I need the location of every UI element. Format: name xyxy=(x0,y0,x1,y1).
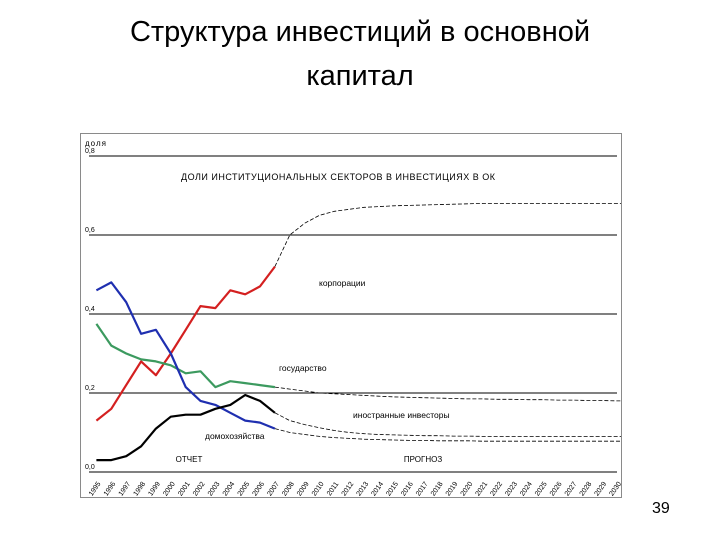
chart-frame: 0,0 0,2 0,4 0,6 0,8 доля ДОЛИ ИНСТИТУЦИОНАЛЬНЫ… xyxy=(80,133,622,498)
x-tick-label: 1997 xyxy=(118,481,133,497)
x-tick-label: 2013 xyxy=(356,481,371,497)
x-tick-label: 2002 xyxy=(192,481,207,497)
x-tick-label: 2019 xyxy=(445,481,460,497)
x-tick-label: 2009 xyxy=(296,481,311,497)
x-tick-label: 2017 xyxy=(415,481,430,497)
x-tick-label: 2012 xyxy=(341,481,356,497)
x-tick-label: 2011 xyxy=(326,481,340,497)
x-tick-label: 2006 xyxy=(251,481,266,497)
x-tick-label: 2021 xyxy=(475,481,490,497)
x-tick-label: 2016 xyxy=(400,481,415,497)
x-tick-label: 2015 xyxy=(385,481,400,497)
chart-title: ДОЛИ ИНСТИТУЦИОНАЛЬНЫХ СЕКТОРОВ В ИНВЕСТ… xyxy=(181,172,496,182)
x-tick-label: 2003 xyxy=(207,481,222,497)
corporations-forecast-line xyxy=(274,203,621,267)
y-axis-label: доля xyxy=(85,139,107,148)
x-tick-label: 2026 xyxy=(549,481,564,497)
y-tick-label: 0,0 xyxy=(85,464,95,471)
series-label-government: государство xyxy=(279,363,327,373)
y-tick-label: 0,2 xyxy=(85,385,95,392)
x-tick-label: 2014 xyxy=(370,481,385,497)
foreign-forecast-line xyxy=(274,428,621,442)
x-tick-label: 1998 xyxy=(132,481,147,497)
x-tick-label: 2027 xyxy=(564,481,579,497)
x-tick-label: 2029 xyxy=(594,481,609,497)
x-tick-label: 2024 xyxy=(519,481,534,497)
slide-title-line-2: капитал xyxy=(306,60,414,92)
y-tick-label: 0,8 xyxy=(85,148,95,155)
households-forecast-line xyxy=(274,412,621,437)
x-tick-label: 1996 xyxy=(103,481,118,497)
government-actual-line xyxy=(95,323,276,389)
x-tick-label: 1999 xyxy=(147,481,162,497)
y-tick-label: 0,4 xyxy=(85,306,95,313)
x-tick-label: 2030 xyxy=(608,481,621,497)
x-tick-label: 2025 xyxy=(534,481,549,497)
y-tick-label: 0,6 xyxy=(85,227,95,234)
x-tick-label: 2020 xyxy=(460,481,475,497)
page-number: 39 xyxy=(652,500,670,517)
series-label-households: домохозяйства xyxy=(205,431,265,441)
x-tick-label: 2000 xyxy=(162,481,177,497)
series-label-foreign: иностранные инвесторы xyxy=(353,410,450,420)
x-tick-label: 2022 xyxy=(489,481,504,497)
slide-title: Структура инвестиций в основной капитал xyxy=(40,10,680,98)
x-tick-label: 2010 xyxy=(311,481,326,497)
x-tick-label: 2028 xyxy=(579,481,594,497)
corporations-actual-line xyxy=(95,265,276,422)
series-label-corporations: корпорации xyxy=(319,278,366,288)
slide-title-line-1: Структура инвестиций в основной xyxy=(129,16,591,48)
foreign-actual-line xyxy=(95,281,276,430)
x-tick-label: 2007 xyxy=(266,481,281,497)
x-tick-label: 2005 xyxy=(237,481,252,497)
period-label-forecast: ПРОГНОЗ xyxy=(404,455,442,464)
households-actual-line xyxy=(96,393,276,462)
x-tick-label: 2008 xyxy=(281,481,296,497)
x-tick-label: 2001 xyxy=(177,481,192,497)
x-tick-label: 2004 xyxy=(222,481,237,497)
government-forecast-line xyxy=(274,386,621,402)
x-tick-label: 2018 xyxy=(430,481,445,497)
x-tick-label: 1995 xyxy=(88,481,103,497)
x-tick-label: 2023 xyxy=(504,481,519,497)
period-label-actual: ОТЧЕТ xyxy=(176,455,203,464)
